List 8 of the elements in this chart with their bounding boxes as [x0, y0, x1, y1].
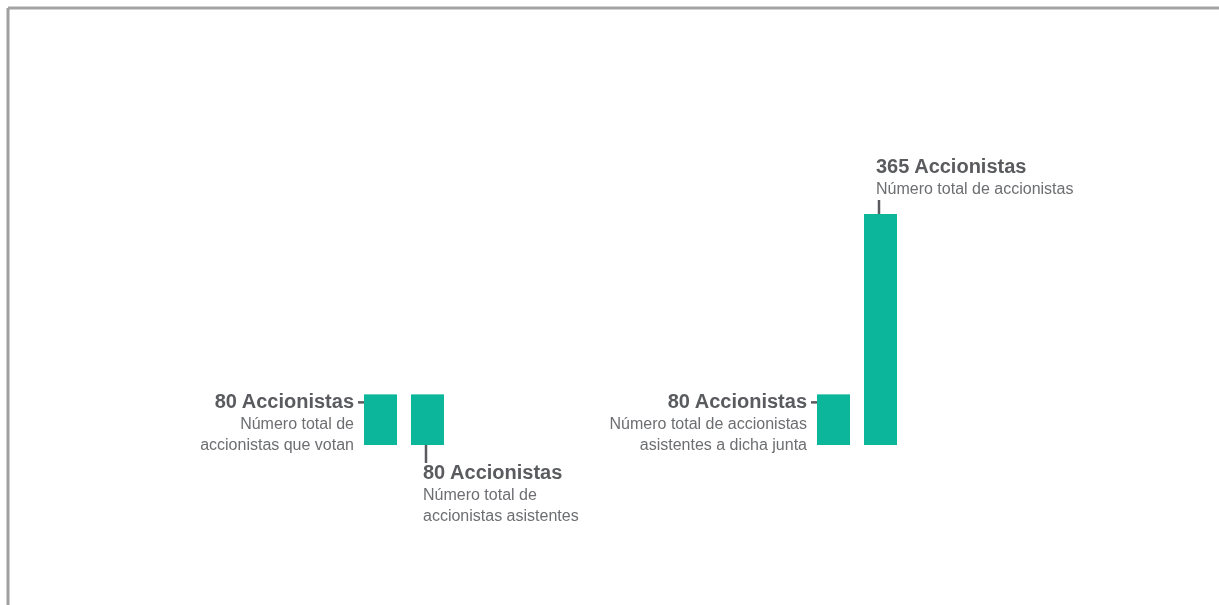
- text: Número total de accionistas asistentes: [423, 486, 579, 524]
- text: Número total de accionistas que votan: [200, 415, 355, 454]
- data-label: 80 Accionistas: [667, 390, 807, 413]
- data-label: 80 Accionistas: [214, 390, 354, 413]
- text: Número total de accionistas asistentes a dicha junta: [609, 415, 808, 454]
- data-label: 365 Accionistas: [876, 155, 1027, 177]
- data-label: 80 Accionistas: [423, 461, 563, 483]
- text: Número total de accionistas: [876, 180, 1074, 197]
